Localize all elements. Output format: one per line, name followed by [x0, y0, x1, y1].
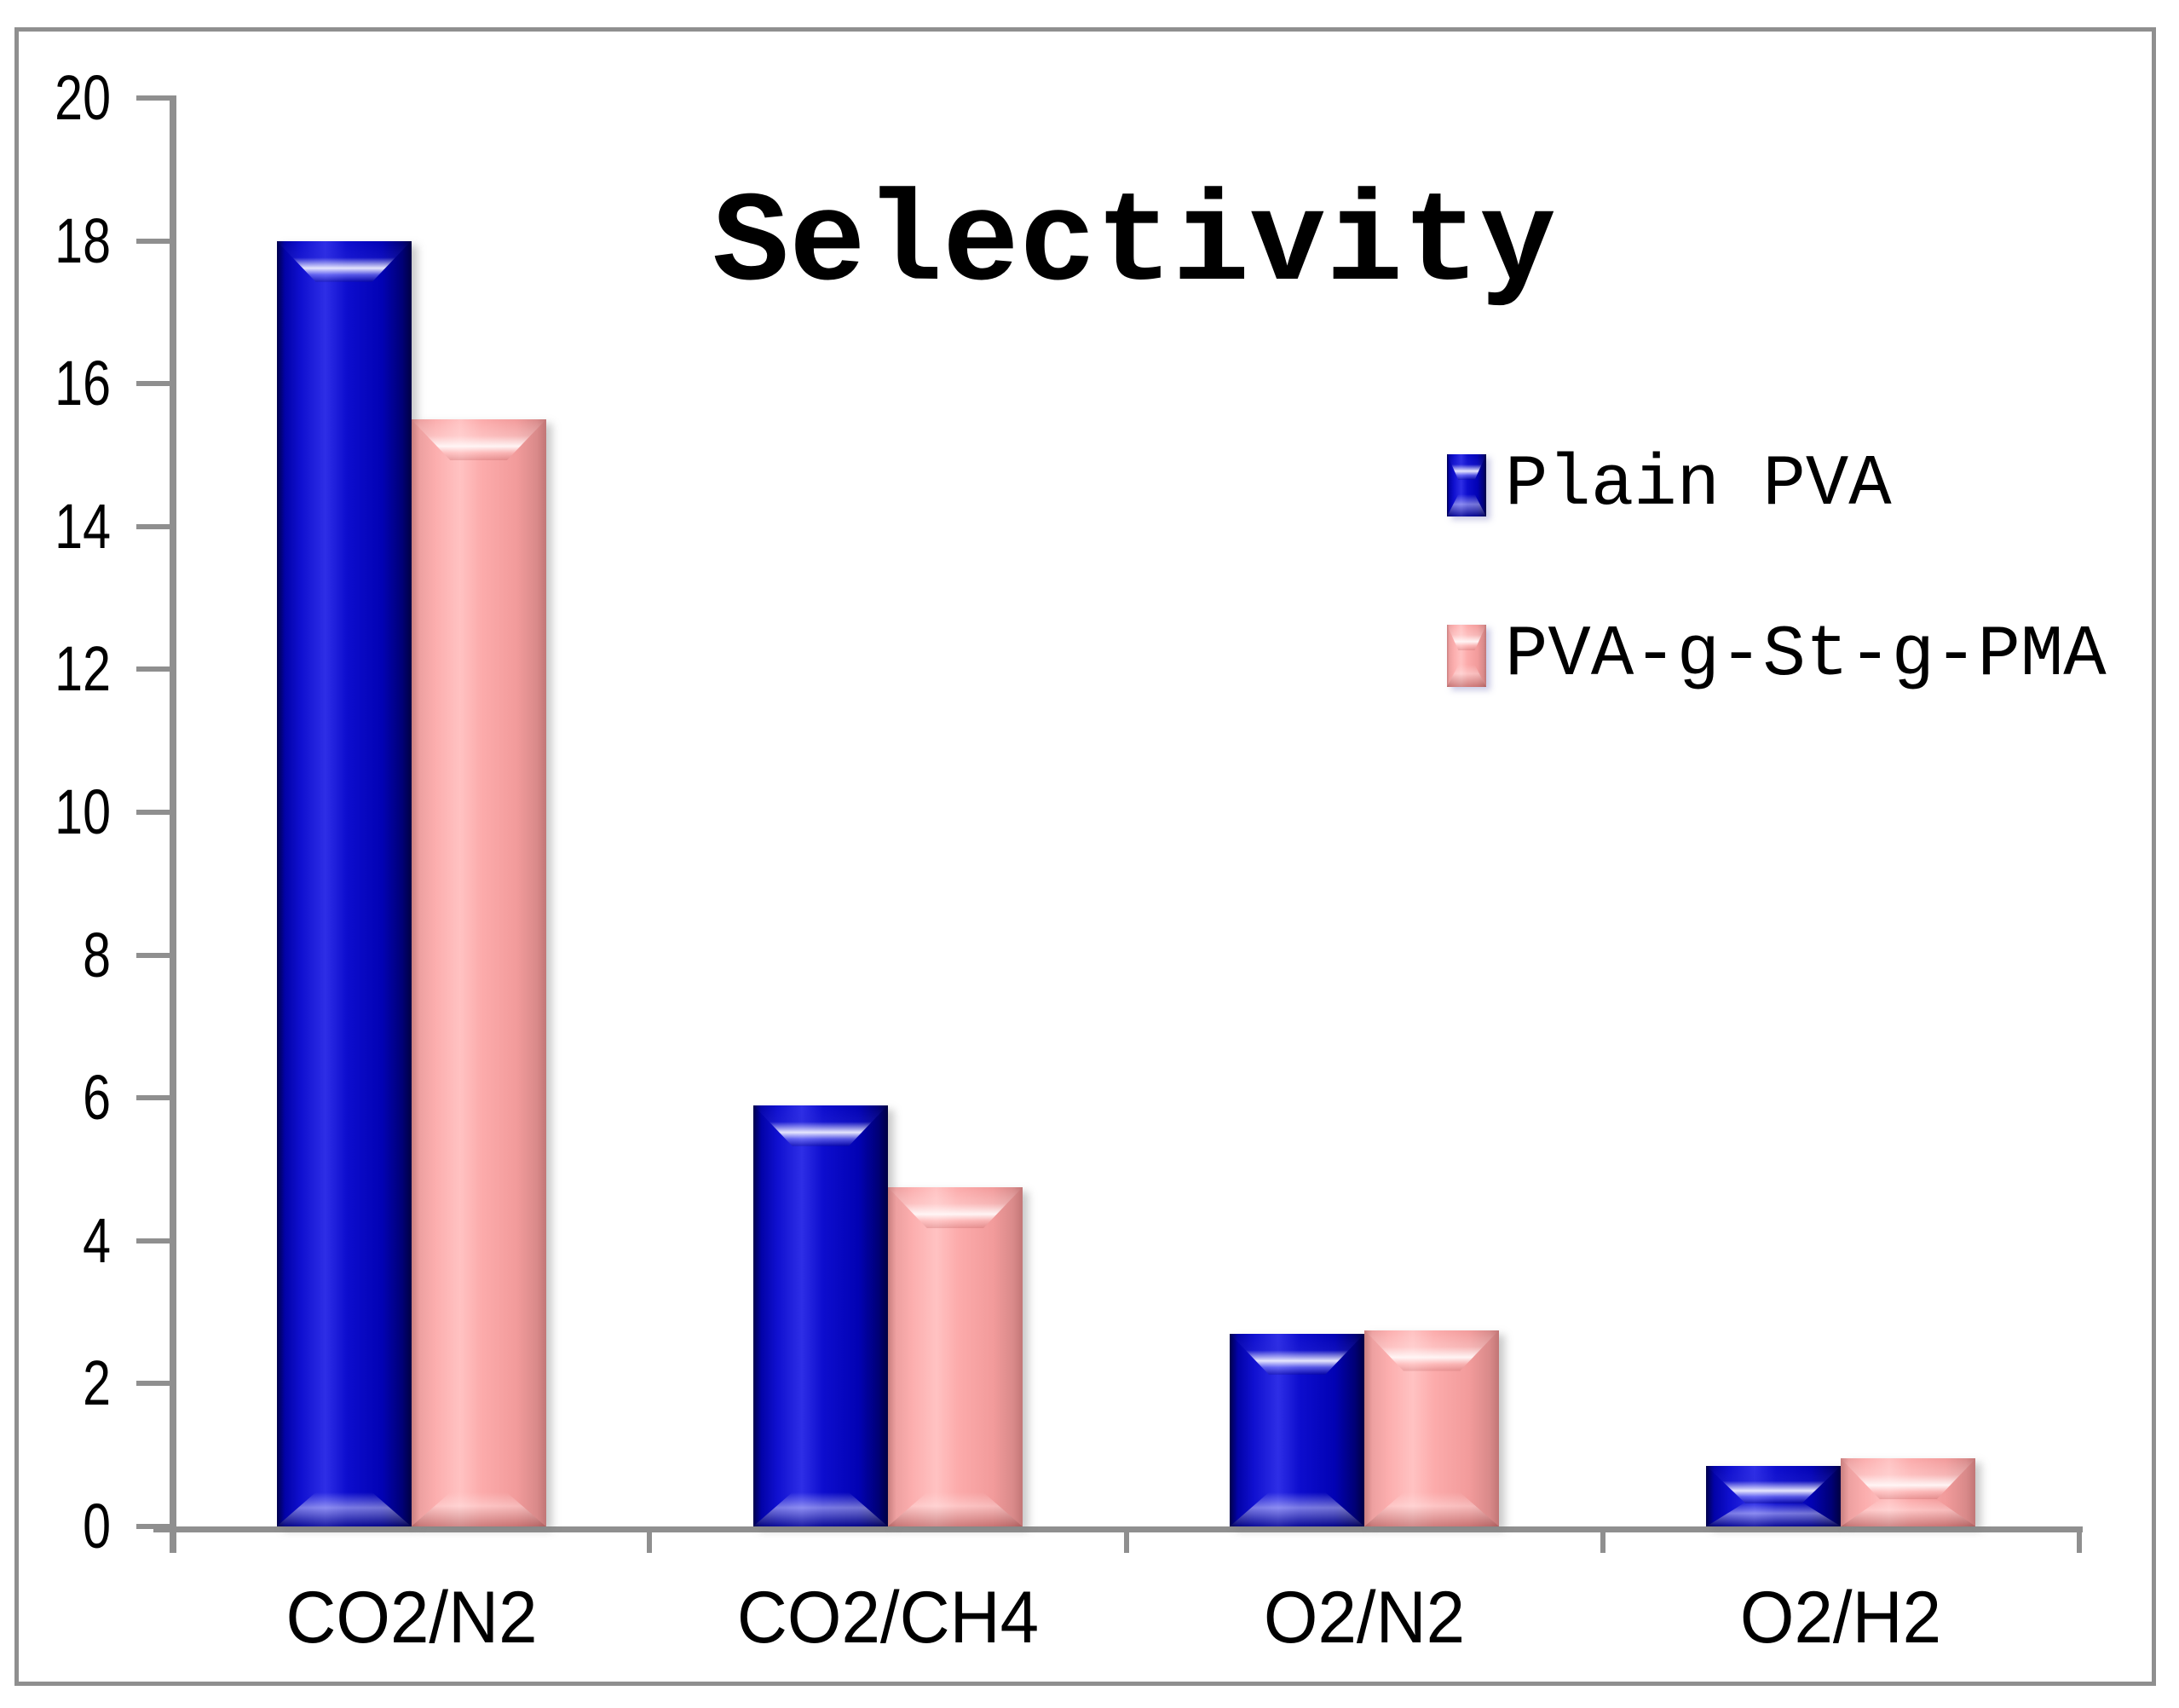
legend-marker-pva-g-st-g-pma-icon: [1447, 625, 1486, 687]
y-tick-label-20: 20: [55, 62, 111, 133]
legend-item-pva-g-st-g-pma: PVA-g-St-g-PMA: [1447, 615, 2107, 696]
chart-title: Selectivity: [712, 173, 1557, 318]
y-tick-2: [136, 1381, 173, 1387]
x-tick-4: [2077, 1526, 2082, 1553]
bar-plain-pva-co2-n2: [276, 240, 412, 1526]
y-tick-label-2: 2: [83, 1347, 111, 1419]
bar-pva-g-st-g-pma-co2-n2: [411, 419, 546, 1526]
y-tick-label-4: 4: [83, 1204, 111, 1276]
y-tick-10: [136, 810, 173, 815]
bar-pva-g-st-g-pma-o2-h2: [1841, 1458, 1976, 1526]
x-tick-2: [1123, 1526, 1129, 1553]
legend-item-plain-pva: Plain PVA: [1447, 445, 2107, 526]
y-tick-18: [136, 238, 173, 244]
y-tick-label-0: 0: [83, 1491, 111, 1561]
y-tick-8: [136, 952, 173, 958]
y-tick-label-14: 14: [55, 490, 111, 562]
y-tick-6: [136, 1095, 173, 1101]
y-tick-label-12: 12: [55, 633, 111, 705]
bar-pva-g-st-g-pma-co2-ch4: [887, 1186, 1023, 1526]
legend-label-pva-g-st-g-pma: PVA-g-St-g-PMA: [1505, 615, 2107, 696]
y-axis-line: [170, 95, 176, 1553]
y-tick-label-6: 6: [83, 1062, 111, 1134]
bar-plain-pva-co2-ch4: [752, 1105, 888, 1526]
x-tick-label-o2-h2: O2/H2: [1740, 1577, 1942, 1659]
y-tick-16: [136, 381, 173, 387]
y-tick-label-18: 18: [55, 205, 111, 276]
bar-plain-pva-o2-n2: [1230, 1333, 1365, 1526]
legend-marker-plain-pva-icon: [1447, 454, 1486, 516]
y-tick-14: [136, 523, 173, 529]
x-tick-0: [170, 1526, 176, 1553]
x-tick-label-o2-n2: O2/N2: [1264, 1577, 1466, 1659]
legend-label-plain-pva: Plain PVA: [1505, 445, 1892, 526]
y-tick-label-8: 8: [83, 919, 111, 990]
y-tick-4: [136, 1238, 173, 1243]
bar-plain-pva-o2-h2: [1706, 1465, 1842, 1526]
y-tick-label-16: 16: [55, 348, 111, 419]
chart-frame: [14, 27, 2156, 1686]
x-tick-1: [647, 1526, 653, 1553]
y-tick-12: [136, 666, 173, 672]
x-tick-label-co2-ch4: CO2/CH4: [736, 1577, 1039, 1659]
x-tick-3: [1600, 1526, 1605, 1553]
y-tick-label-10: 10: [55, 776, 111, 847]
y-tick-0: [136, 1524, 173, 1529]
x-tick-label-co2-n2: CO2/N2: [285, 1577, 538, 1659]
bar-pva-g-st-g-pma-o2-n2: [1364, 1330, 1500, 1526]
x-axis-line: [153, 1526, 2083, 1532]
y-tick-20: [136, 95, 173, 101]
legend: Plain PVA PVA-g-St-g-PMA: [1447, 445, 2107, 795]
